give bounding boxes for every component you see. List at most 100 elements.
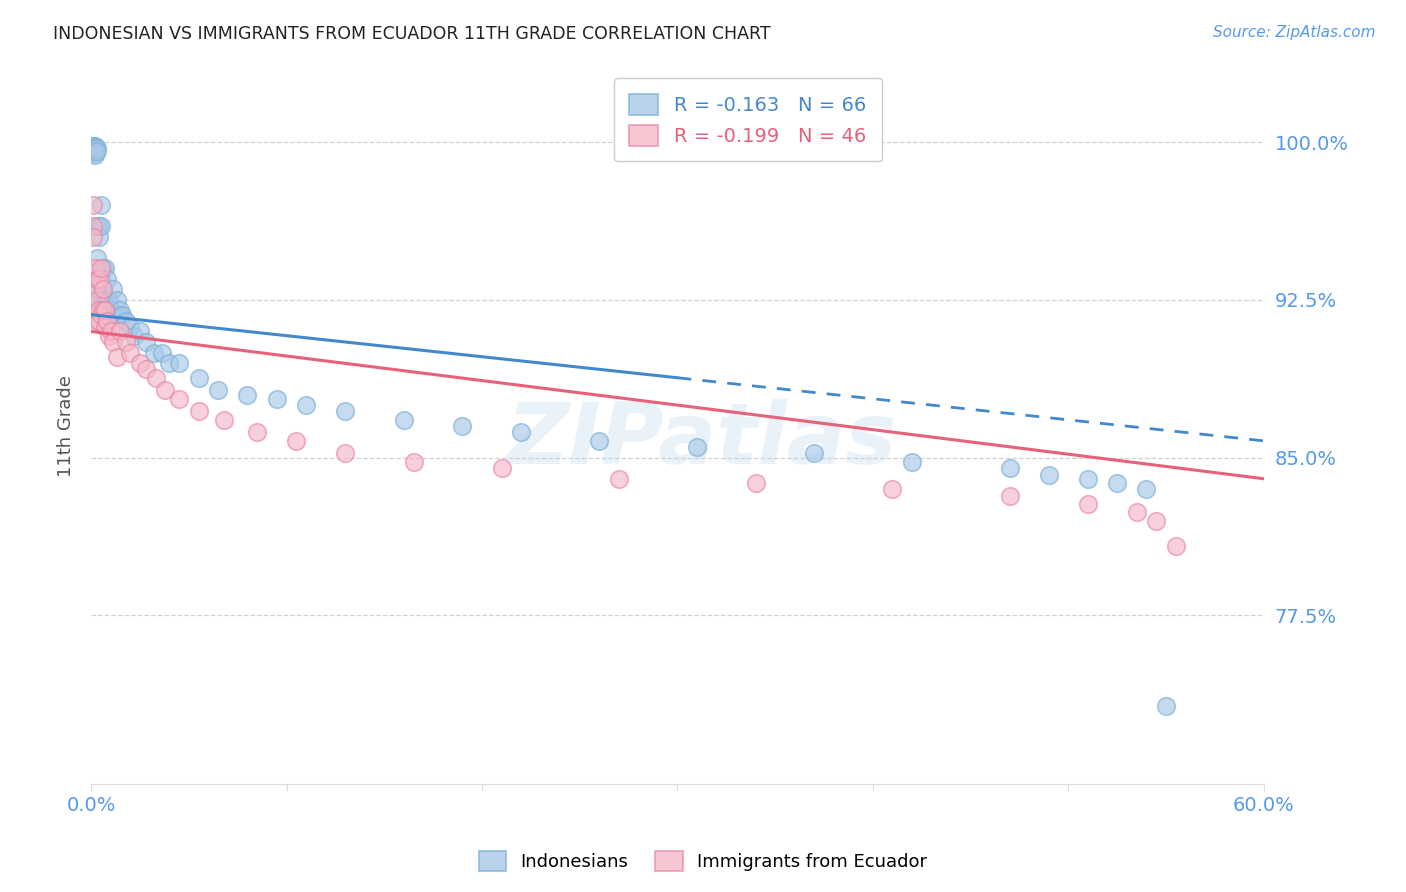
Text: INDONESIAN VS IMMIGRANTS FROM ECUADOR 11TH GRADE CORRELATION CHART: INDONESIAN VS IMMIGRANTS FROM ECUADOR 11…	[53, 25, 770, 43]
Point	[91, 282, 114, 296]
Point	[150, 345, 173, 359]
Point	[1164, 539, 1187, 553]
Point	[236, 387, 259, 401]
Point	[998, 489, 1021, 503]
Point	[90, 198, 112, 212]
Point	[1107, 475, 1129, 490]
Point	[491, 461, 513, 475]
Point	[86, 219, 108, 234]
Point	[120, 320, 142, 334]
Point	[86, 141, 108, 155]
Point	[998, 461, 1021, 475]
Point	[90, 272, 112, 286]
Point	[901, 455, 924, 469]
Point	[111, 308, 134, 322]
Point	[84, 139, 107, 153]
Point	[142, 345, 165, 359]
Point	[82, 141, 104, 155]
Point	[155, 384, 177, 398]
Point	[86, 251, 108, 265]
Point	[145, 370, 167, 384]
Point	[129, 356, 152, 370]
Point	[96, 293, 118, 307]
Legend: R = -0.163   N = 66, R = -0.199   N = 46: R = -0.163 N = 66, R = -0.199 N = 46	[614, 78, 882, 161]
Point	[266, 392, 288, 406]
Point	[87, 272, 110, 286]
Point	[84, 303, 107, 318]
Point	[129, 325, 152, 339]
Point	[86, 272, 108, 286]
Point	[120, 345, 142, 359]
Point	[212, 413, 235, 427]
Point	[84, 282, 107, 296]
Point	[87, 219, 110, 234]
Point	[96, 272, 118, 286]
Point	[246, 425, 269, 440]
Point	[94, 303, 117, 318]
Point	[87, 272, 110, 286]
Point	[110, 325, 132, 339]
Point	[86, 144, 108, 158]
Point	[87, 303, 110, 318]
Point	[803, 446, 825, 460]
Point	[135, 334, 157, 349]
Point	[91, 282, 114, 296]
Y-axis label: 11th Grade: 11th Grade	[58, 376, 75, 477]
Point	[510, 425, 533, 440]
Point	[94, 303, 117, 318]
Point	[105, 350, 128, 364]
Point	[82, 139, 104, 153]
Point	[1135, 482, 1157, 496]
Point	[1144, 514, 1167, 528]
Point	[110, 303, 132, 318]
Point	[94, 320, 117, 334]
Point	[91, 261, 114, 276]
Point	[1077, 472, 1099, 486]
Point	[167, 356, 190, 370]
Point	[82, 198, 104, 212]
Point	[207, 384, 229, 398]
Point	[90, 308, 112, 322]
Point	[96, 314, 118, 328]
Point	[91, 293, 114, 307]
Point	[82, 141, 104, 155]
Point	[82, 229, 104, 244]
Point	[157, 356, 180, 370]
Point	[84, 261, 107, 276]
Point	[285, 434, 308, 448]
Point	[187, 404, 209, 418]
Point	[94, 261, 117, 276]
Point	[84, 144, 107, 158]
Point	[86, 314, 108, 328]
Point	[84, 282, 107, 296]
Point	[84, 145, 107, 160]
Point	[392, 413, 415, 427]
Point	[882, 482, 904, 496]
Legend: Indonesians, Immigrants from Ecuador: Indonesians, Immigrants from Ecuador	[472, 844, 934, 879]
Point	[86, 282, 108, 296]
Point	[91, 303, 114, 318]
Point	[135, 362, 157, 376]
Point	[87, 229, 110, 244]
Point	[104, 308, 127, 322]
Point	[115, 314, 138, 328]
Point	[87, 293, 110, 307]
Point	[607, 472, 630, 486]
Point	[335, 404, 357, 418]
Point	[100, 303, 122, 318]
Point	[101, 334, 124, 349]
Point	[1077, 497, 1099, 511]
Point	[451, 419, 474, 434]
Point	[122, 328, 145, 343]
Point	[82, 139, 104, 153]
Point	[115, 334, 138, 349]
Point	[187, 370, 209, 384]
Point	[84, 148, 107, 162]
Point	[86, 293, 108, 307]
Point	[335, 446, 357, 460]
Point	[97, 293, 120, 307]
Text: Source: ZipAtlas.com: Source: ZipAtlas.com	[1212, 25, 1375, 40]
Point	[167, 392, 190, 406]
Point	[84, 141, 107, 155]
Point	[1125, 505, 1147, 519]
